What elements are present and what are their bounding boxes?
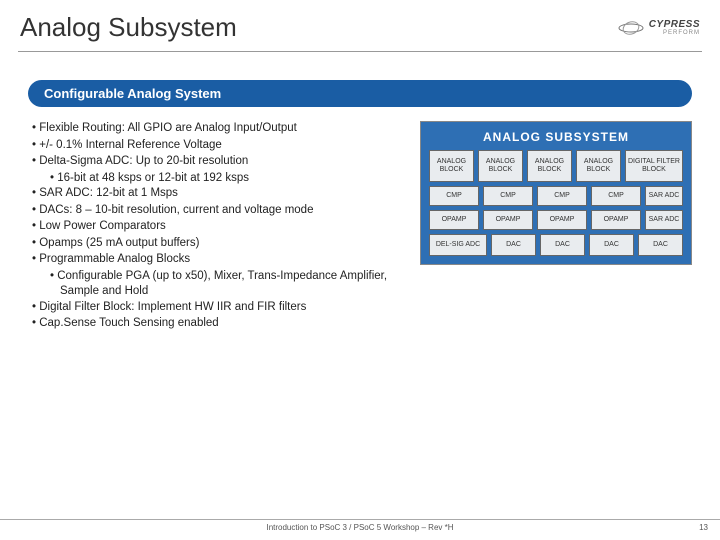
cmp-block: CMP (483, 186, 533, 206)
logo-main-text: CYPRESS (649, 19, 700, 30)
diagram-row-3: DEL-SIG ADC DAC DAC DAC DAC (429, 234, 683, 256)
diagram-title: ANALOG SUBSYSTEM (429, 130, 683, 144)
footer: Introduction to PSoC 3 / PSoC 5 Workshop… (0, 519, 720, 532)
opamp-block: OPAMP (537, 210, 587, 230)
diagram-row-2: CMP CMP CMP CMP OPAMP OPAMP OPAMP OPAMP … (429, 186, 683, 230)
analog-block: ANALOG BLOCK (478, 150, 523, 182)
analog-block: ANALOG BLOCK (527, 150, 572, 182)
logo-swoosh-icon (617, 19, 645, 37)
content-row: Flexible Routing: All GPIO are Analog In… (0, 121, 720, 333)
opamp-block: OPAMP (429, 210, 479, 230)
dac-block: DAC (491, 234, 536, 256)
section-banner: Configurable Analog System (28, 80, 692, 107)
analog-block: ANALOG BLOCK (429, 150, 474, 182)
footer-text: Introduction to PSoC 3 / PSoC 5 Workshop… (266, 523, 453, 532)
logo-sub-text: PERFORM (649, 30, 700, 36)
analog-block: ANALOG BLOCK (576, 150, 621, 182)
bullet-item: Programmable Analog Blocks (28, 252, 408, 268)
cmp-block: CMP (537, 186, 587, 206)
bullet-item: +/- 0.1% Internal Reference Voltage (28, 138, 408, 154)
sub-bullet-list: Configurable PGA (up to x50), Mixer, Tra… (46, 269, 408, 300)
header-divider (18, 51, 702, 52)
cmp-block: CMP (591, 186, 641, 206)
dac-block: DAC (540, 234, 585, 256)
bullet-item: Low Power Comparators (28, 219, 408, 235)
bullet-item: SAR ADC: 12-bit at 1 Msps (28, 186, 408, 202)
dac-block: DAC (589, 234, 634, 256)
delsig-adc-block: DEL-SIG ADC (429, 234, 487, 256)
bullet-item: Flexible Routing: All GPIO are Analog In… (28, 121, 408, 137)
sar-adc-block: SAR ADC (645, 210, 683, 230)
bullet-list: Flexible Routing: All GPIO are Analog In… (28, 121, 408, 332)
diagram-column: ANALOG SUBSYSTEM ANALOG BLOCK ANALOG BLO… (420, 121, 692, 333)
sar-column: SAR ADC SAR ADC (645, 186, 683, 230)
dac-block: DAC (638, 234, 683, 256)
sar-adc-block: SAR ADC (645, 186, 683, 206)
analog-subsystem-diagram: ANALOG SUBSYSTEM ANALOG BLOCK ANALOG BLO… (420, 121, 692, 265)
sub-bullet-item: 16-bit at 48 ksps or 12-bit at 192 ksps (46, 171, 408, 187)
bullet-item: DACs: 8 – 10-bit resolution, current and… (28, 203, 408, 219)
page-number: 13 (699, 523, 708, 532)
logo: CYPRESS PERFORM (617, 19, 700, 37)
sub-bullet-list: 16-bit at 48 ksps or 12-bit at 192 ksps (46, 171, 408, 187)
opamp-block: OPAMP (591, 210, 641, 230)
page-title: Analog Subsystem (20, 12, 237, 43)
bullets-column: Flexible Routing: All GPIO are Analog In… (28, 121, 408, 333)
bullet-item: Delta-Sigma ADC: Up to 20-bit resolution (28, 154, 408, 170)
sub-bullet-item: Configurable PGA (up to x50), Mixer, Tra… (46, 269, 408, 300)
header: Analog Subsystem CYPRESS PERFORM (0, 0, 720, 51)
opamp-block: OPAMP (483, 210, 533, 230)
bullet-item: Cap.Sense Touch Sensing enabled (28, 316, 408, 332)
digital-filter-block: DIGITAL FILTER BLOCK (625, 150, 683, 182)
diagram-row-1: ANALOG BLOCK ANALOG BLOCK ANALOG BLOCK A… (429, 150, 683, 182)
bullet-item: Opamps (25 mA output buffers) (28, 236, 408, 252)
cmp-block: CMP (429, 186, 479, 206)
bullet-item: Digital Filter Block: Implement HW IIR a… (28, 300, 408, 316)
logo-text: CYPRESS PERFORM (649, 19, 700, 36)
